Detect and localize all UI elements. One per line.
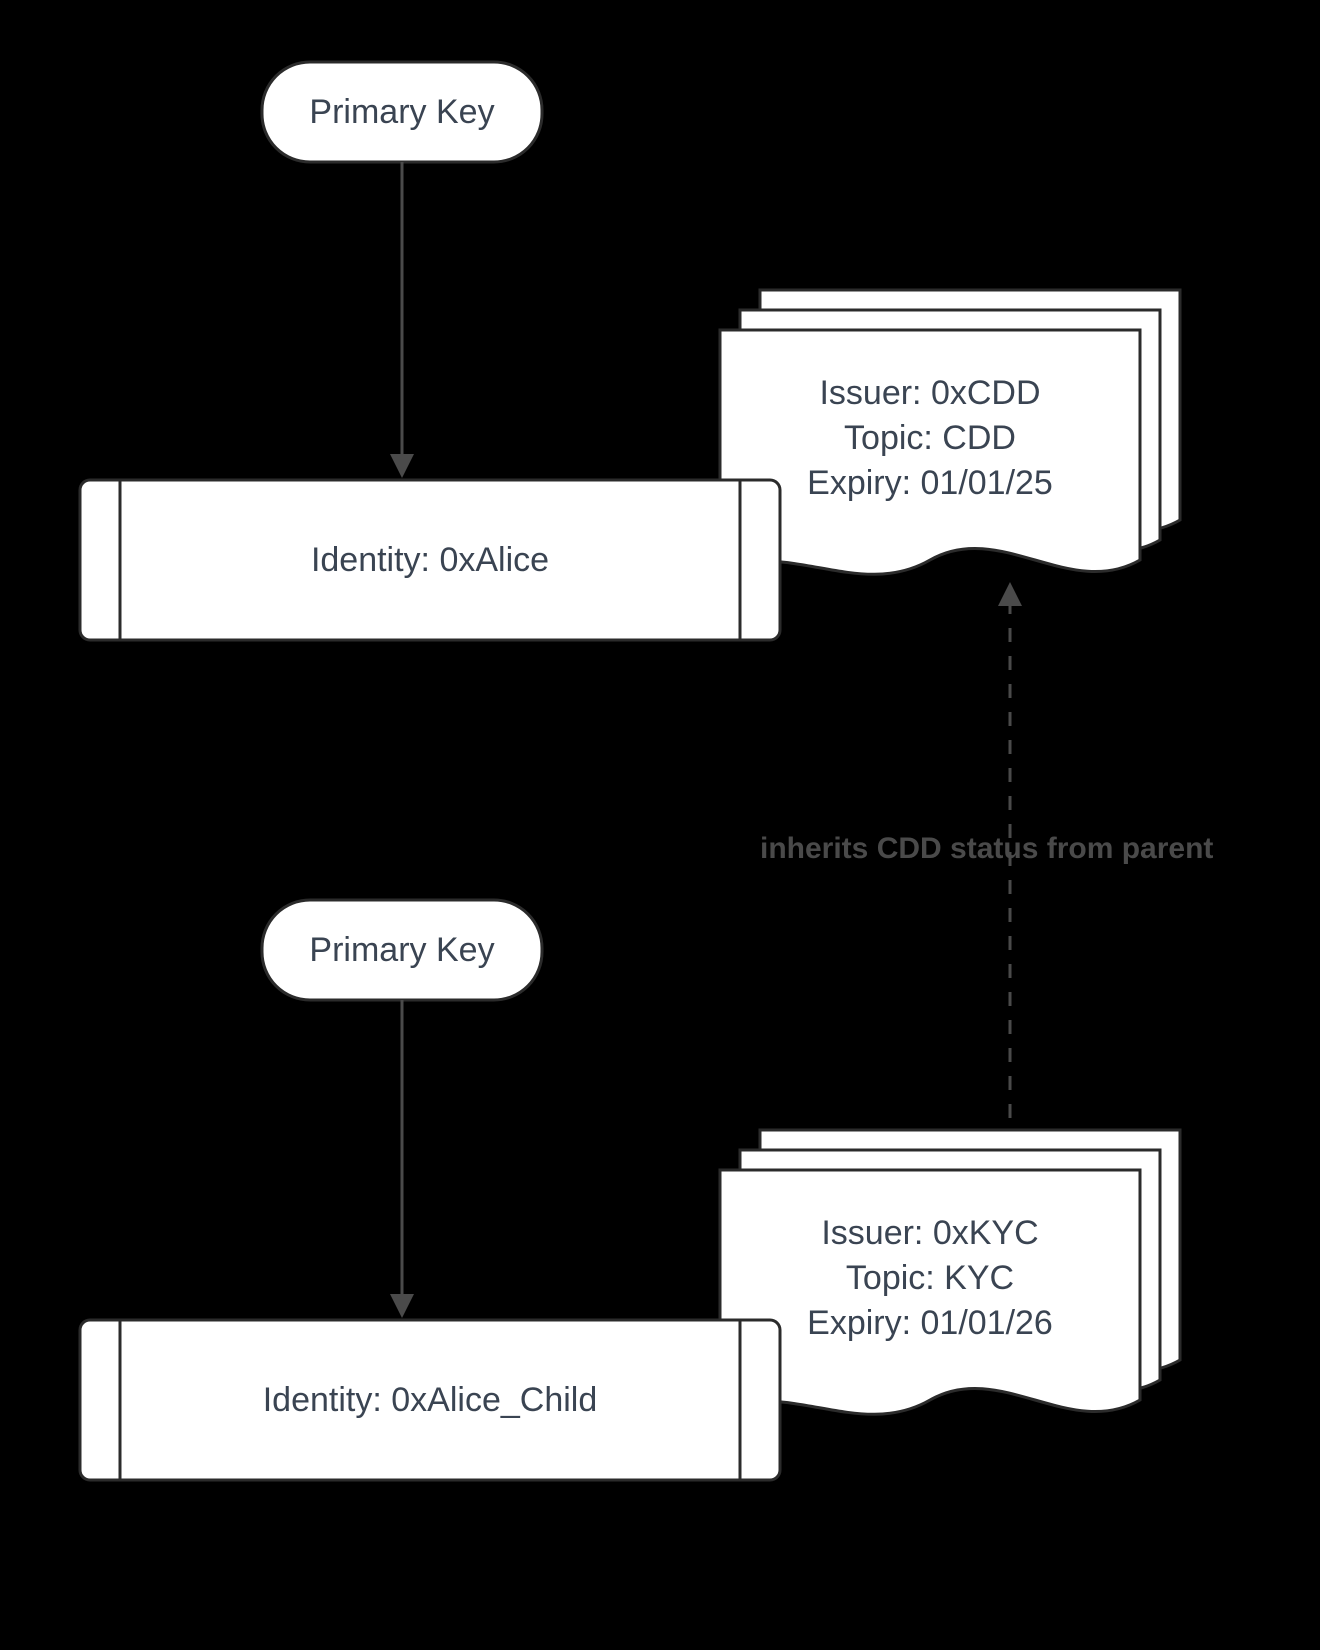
primary-key-bottom-label: Primary Key — [309, 931, 494, 969]
identity-top-label: Identity: 0xAlice — [311, 541, 549, 579]
doc-top-issuer: Issuer: 0xCDD — [819, 374, 1040, 412]
primary-key-top-label: Primary Key — [309, 93, 494, 131]
inherit-arrowhead — [998, 582, 1022, 606]
doc-bottom-issuer: Issuer: 0xKYC — [821, 1214, 1038, 1252]
inherit-label: inherits CDD status from parent — [760, 832, 1213, 865]
identity-bottom-label: Identity: 0xAlice_Child — [263, 1381, 598, 1419]
doc-top-expiry: Expiry: 01/01/25 — [807, 464, 1053, 502]
arrowhead-pk-top — [390, 454, 414, 478]
doc-bottom-topic: Topic: KYC — [846, 1259, 1014, 1297]
doc-top-topic: Topic: CDD — [844, 419, 1016, 457]
arrowhead-pk-bottom — [390, 1294, 414, 1318]
doc-bottom-expiry: Expiry: 01/01/26 — [807, 1304, 1053, 1342]
